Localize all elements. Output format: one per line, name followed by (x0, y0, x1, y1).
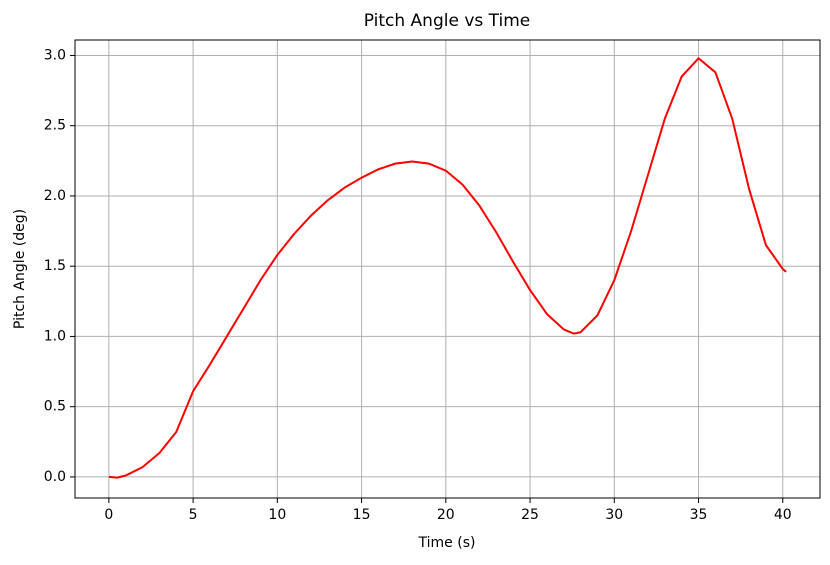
x-tick-label: 35 (690, 507, 708, 523)
plot-frame (74, 39, 821, 499)
y-tick-label: 1.0 (44, 328, 66, 344)
y-tick-label: 1.5 (44, 258, 66, 274)
x-tick-label: 20 (437, 507, 455, 523)
x-tick-label: 25 (521, 507, 539, 523)
y-tick-label: 2.5 (44, 118, 66, 134)
y-tick-label: 0.0 (44, 469, 66, 485)
x-tick-label: 30 (605, 507, 623, 523)
x-axis-label: Time (s) (418, 535, 476, 551)
x-tick-label: 15 (353, 507, 371, 523)
y-tick-label: 3.0 (44, 47, 66, 63)
y-tick-label: 0.5 (44, 399, 66, 415)
y-tick-label: 2.0 (44, 188, 66, 204)
data-line (108, 57, 787, 479)
x-tick-label: 5 (189, 507, 198, 523)
x-tick-label: 40 (774, 507, 792, 523)
y-axis-label: Pitch Angle (deg) (12, 209, 28, 329)
x-tick-label: 0 (104, 507, 113, 523)
x-tick-label: 10 (268, 507, 286, 523)
chart-title: Pitch Angle vs Time (364, 11, 531, 31)
